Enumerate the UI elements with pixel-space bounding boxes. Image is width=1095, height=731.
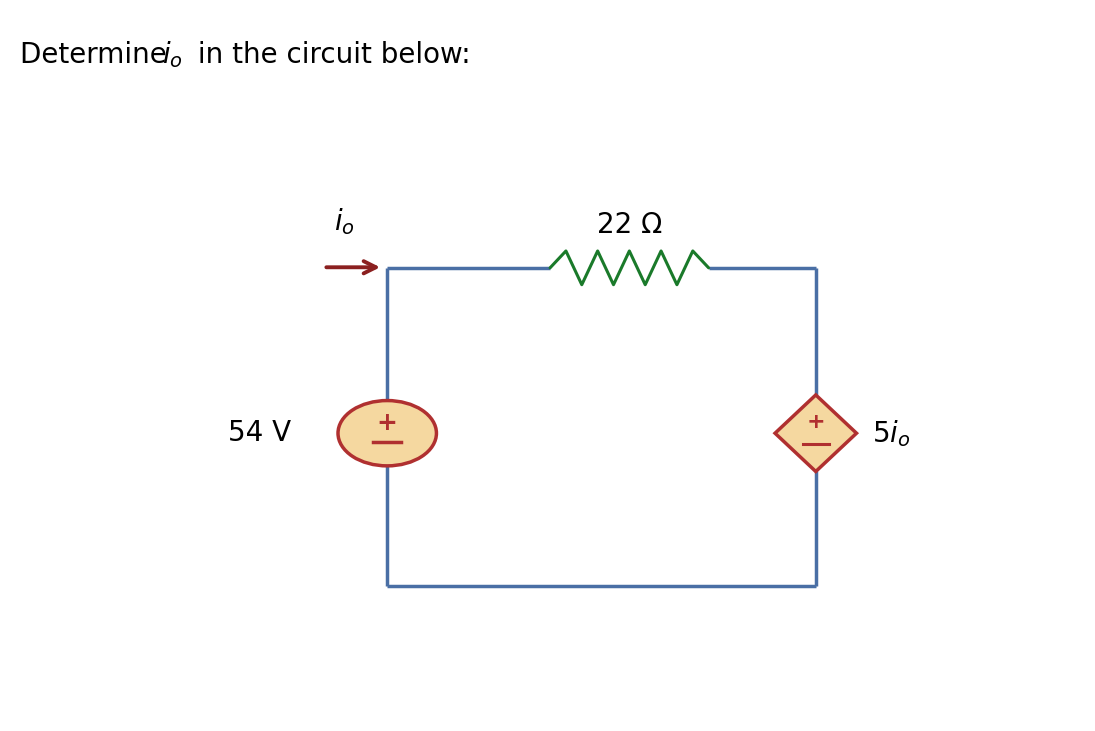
Text: Determine: Determine bbox=[20, 41, 175, 69]
Text: $i_o$: $i_o$ bbox=[334, 206, 355, 237]
Circle shape bbox=[338, 401, 437, 466]
Text: in the circuit below:: in the circuit below: bbox=[189, 41, 471, 69]
Text: +: + bbox=[377, 412, 397, 436]
Text: $i_o$: $i_o$ bbox=[162, 39, 183, 70]
Text: 22 Ω: 22 Ω bbox=[597, 211, 662, 238]
Text: 54 V: 54 V bbox=[228, 419, 291, 447]
Polygon shape bbox=[775, 395, 856, 471]
Text: $5i_o$: $5i_o$ bbox=[872, 418, 910, 449]
Text: +: + bbox=[806, 412, 826, 433]
